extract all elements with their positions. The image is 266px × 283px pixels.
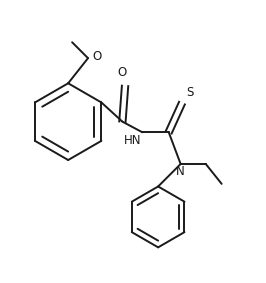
Text: S: S bbox=[186, 86, 193, 99]
Text: N: N bbox=[176, 165, 185, 178]
Text: O: O bbox=[118, 66, 127, 79]
Text: HN: HN bbox=[123, 134, 141, 147]
Text: O: O bbox=[92, 50, 101, 63]
